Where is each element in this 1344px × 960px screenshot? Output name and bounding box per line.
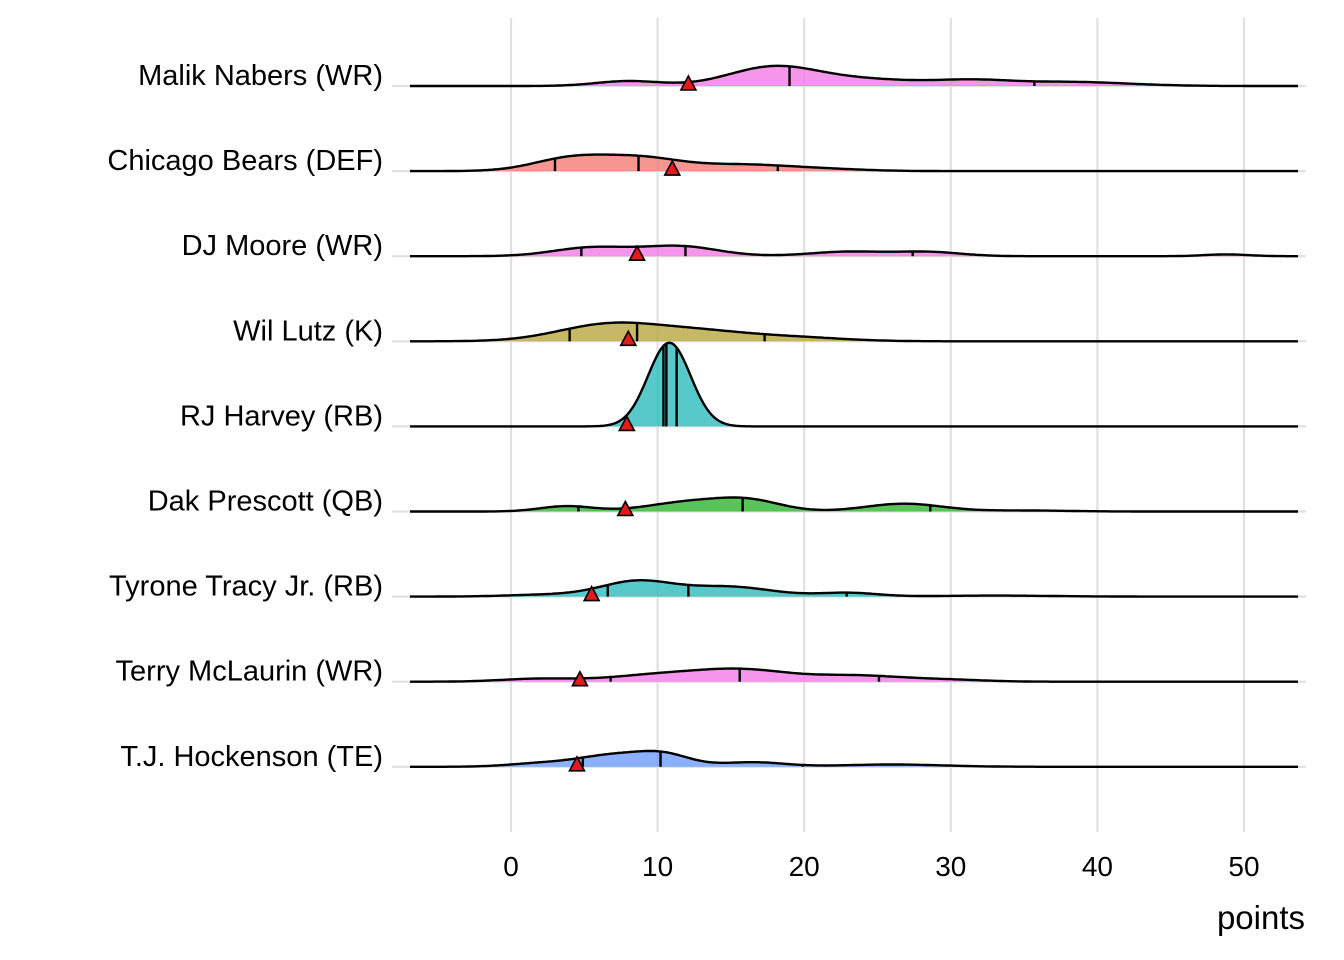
- ridge: [410, 244, 1298, 262]
- density-line: [410, 321, 1298, 343]
- y-axis-label: Malik Nabers (WR): [138, 60, 383, 92]
- marker-triangle: [571, 670, 589, 687]
- x-tick-label: 10: [642, 851, 673, 882]
- x-tick-label: 0: [503, 851, 519, 882]
- x-axis-labels: 0 10 20 30 40 50: [503, 851, 1259, 882]
- ridge: [410, 64, 1298, 91]
- density-line: [410, 153, 1298, 173]
- ridges: [410, 64, 1298, 772]
- y-axis-label: Chicago Bears (DEF): [107, 145, 383, 177]
- marker-triangle: [663, 159, 682, 176]
- x-tick-label: 50: [1228, 851, 1259, 882]
- ridge: [410, 341, 1298, 432]
- density-area: [410, 65, 1298, 86]
- ridge: [410, 153, 1298, 176]
- y-axis-labels: Malik Nabers (WR) Chicago Bears (DEF) DJ M…: [107, 60, 383, 773]
- y-axis-label: Dak Prescott (QB): [148, 486, 383, 518]
- density-line: [410, 496, 1298, 513]
- density-line: [410, 749, 1298, 768]
- density-area: [410, 342, 1298, 427]
- y-axis-label: RJ Harvey (RB): [180, 400, 383, 432]
- x-gridlines: [509, 18, 1246, 832]
- density-area: [410, 751, 1298, 767]
- density-area: [410, 497, 1298, 512]
- density-area: [410, 245, 1298, 257]
- density-line: [410, 579, 1298, 598]
- ridge: [410, 321, 1298, 347]
- x-tick-label: 20: [789, 851, 820, 882]
- marker-triangle: [617, 414, 636, 432]
- x-axis-title: points: [1217, 899, 1305, 936]
- y-axis-label: Terry McLaurin (WR): [116, 656, 383, 688]
- marker-triangle: [568, 755, 586, 772]
- marker-triangle: [628, 244, 646, 262]
- y-axis-label: Tyrone Tracy Jr. (RB): [109, 571, 383, 603]
- ridge: [410, 667, 1298, 687]
- density-area: [410, 580, 1298, 597]
- x-tick-label: 40: [1082, 851, 1113, 882]
- marker-triangle: [619, 329, 638, 347]
- density-line: [410, 64, 1298, 88]
- y-axis-label: Wil Lutz (K): [233, 315, 383, 347]
- ridge: [410, 749, 1298, 772]
- density-line: [410, 341, 1298, 428]
- density-line: [410, 244, 1298, 258]
- density-line: [410, 667, 1298, 683]
- density-area: [410, 154, 1298, 172]
- y-axis-label: DJ Moore (WR): [182, 230, 383, 262]
- ridge: [410, 496, 1298, 517]
- y-axis-label: T.J. Hockenson (TE): [120, 741, 383, 773]
- marker-triangle: [616, 499, 635, 517]
- x-tick-label: 30: [935, 851, 966, 882]
- marker-triangle: [679, 74, 698, 91]
- ridge: [410, 579, 1298, 602]
- marker-triangle: [582, 584, 601, 602]
